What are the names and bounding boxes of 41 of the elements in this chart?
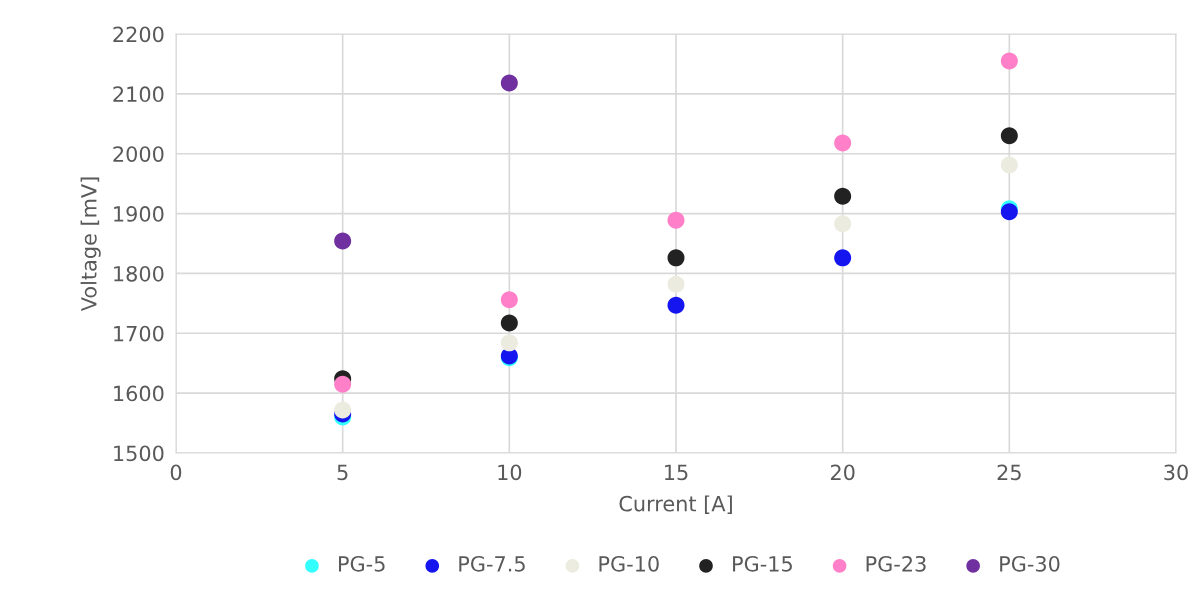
point [1000, 52, 1018, 70]
y-axis-title: Voltage [mV] [80, 177, 101, 312]
legend-label: PG-10 [599, 555, 659, 572]
point [1000, 127, 1018, 145]
x-tick-label: 0 [170, 464, 182, 481]
x-tick-label: 20 [830, 464, 855, 481]
x-tick-label: 15 [665, 464, 688, 481]
point [834, 249, 852, 267]
legend-label: PG-23 [866, 555, 926, 572]
legend-label: PG-7.5 [459, 555, 525, 572]
y-tick-label: 2200 [113, 26, 164, 43]
y-tick-label: 1700 [114, 325, 164, 342]
x-tick-label: 25 [997, 464, 1021, 481]
legend-label: PG-5 [339, 555, 385, 572]
point [667, 249, 685, 267]
legend-label: PG-15 [733, 555, 792, 572]
point [500, 74, 518, 92]
x-tick-label: 10 [498, 464, 522, 481]
x-axis-title: Current [A] [619, 495, 732, 514]
y-tick-label: 2000 [113, 146, 164, 162]
y-tick-label: 1900 [114, 206, 164, 222]
point [834, 215, 852, 233]
x-tick-label: 5 [337, 464, 348, 481]
point [834, 134, 852, 152]
point [334, 232, 352, 250]
point [334, 401, 352, 419]
point [667, 296, 685, 314]
point [500, 291, 518, 309]
point [500, 314, 518, 332]
y-tick-label: 1500 [114, 445, 164, 462]
point [667, 275, 685, 293]
point [667, 211, 685, 229]
legend-label: PG-30 [1000, 555, 1060, 572]
x-tick-label: 30 [1164, 464, 1188, 481]
point [500, 334, 518, 352]
point [1000, 156, 1018, 174]
point [334, 375, 352, 393]
y-tick-label: 2100 [113, 86, 164, 103]
point [834, 187, 852, 205]
y-tick-label: 1600 [114, 385, 164, 402]
y-tick-label: 1800 [114, 265, 164, 282]
